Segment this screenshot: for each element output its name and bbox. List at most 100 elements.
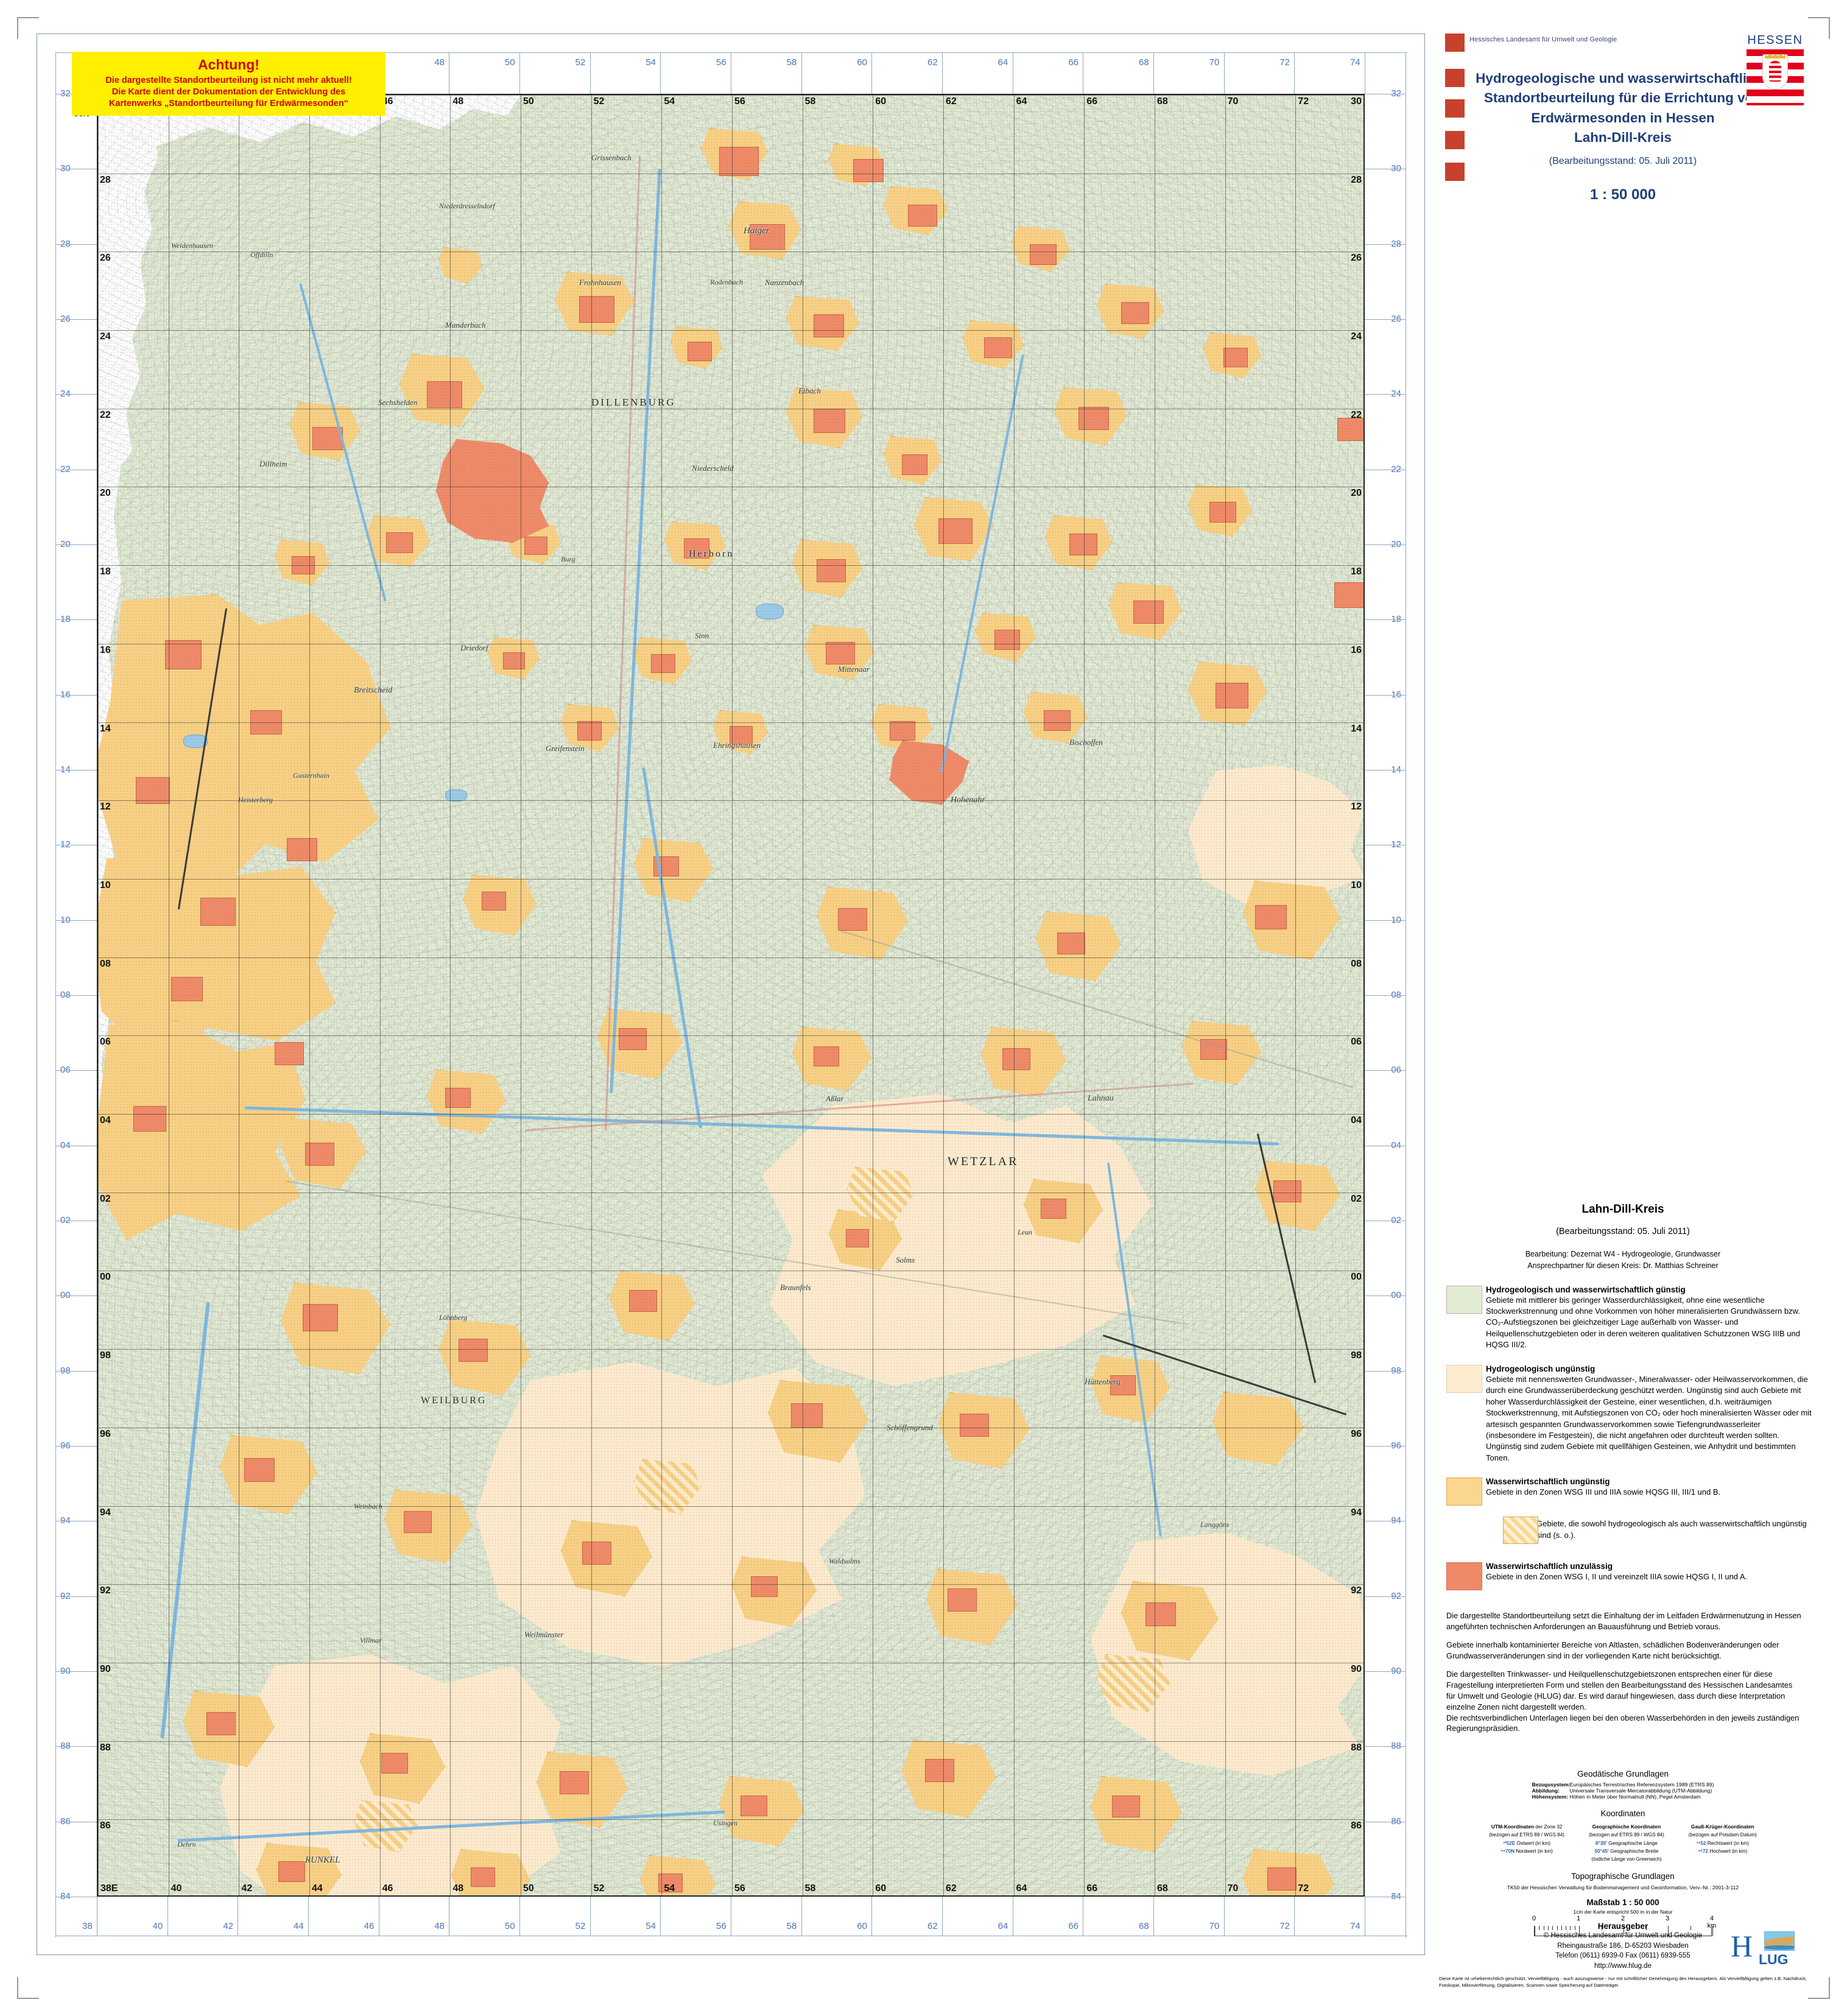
gk-x-tickmark: [519, 1895, 520, 1936]
zone-polygon-restricted[interactable]: [750, 224, 785, 250]
zone-polygon-restricted[interactable]: [427, 381, 462, 408]
utm-x-tick: 48: [452, 1883, 464, 1894]
zone-polygon-restricted[interactable]: [619, 1028, 647, 1050]
zone-polygon-restricted[interactable]: [651, 654, 675, 673]
map-canvas[interactable]: Haiger Grissenbach Niederdresselndorf Weide…: [97, 94, 1365, 1897]
zone-polygon-restricted[interactable]: [1030, 244, 1057, 265]
zone-polygon-restricted[interactable]: [1273, 1180, 1301, 1202]
zone-polygon-restricted[interactable]: [902, 454, 927, 475]
zone-polygon-restricted[interactable]: [814, 1046, 839, 1066]
zone-polygon-restricted[interactable]: [312, 427, 343, 450]
utm-y-tick: 16: [1351, 644, 1362, 655]
zone-polygon-restricted[interactable]: [560, 1771, 589, 1794]
zone-polygon-restricted[interactable]: [1078, 407, 1109, 430]
zone-polygon-restricted[interactable]: [925, 1759, 954, 1782]
zone-polygon-restricted[interactable]: [278, 1861, 305, 1882]
zone-polygon-restricted[interactable]: [908, 205, 937, 227]
zone-polygon-restricted[interactable]: [994, 630, 1020, 650]
zone-polygon-restricted[interactable]: [287, 838, 317, 861]
zone-polygon-restricted[interactable]: [658, 1873, 683, 1892]
zone-polygon-restricted[interactable]: [853, 159, 884, 182]
zone-polygon-restricted[interactable]: [846, 1229, 869, 1247]
zone-polygon-restricted[interactable]: [292, 556, 315, 574]
legend-item-both[interactable]: Gebiete, die sowohl hydrogeologisch als …: [1434, 1516, 1812, 1545]
zone-polygon-restricted[interactable]: [404, 1511, 432, 1533]
zone-polygon-restricted[interactable]: [1112, 1796, 1140, 1817]
zone-polygon-restricted[interactable]: [1255, 905, 1287, 929]
legend-item-hydro-unguenstig[interactable]: Hydrogeologisch ungünstig Gebiete mit ne…: [1434, 1364, 1812, 1464]
zone-polygon-restricted[interactable]: [1209, 502, 1236, 523]
zone-polygon-restricted[interactable]: [751, 1576, 778, 1597]
zone-polygon-restricted[interactable]: [503, 652, 525, 669]
zone-polygon-restricted[interactable]: [165, 640, 202, 669]
utm-x-tick: 62: [946, 96, 957, 107]
zone-polygon-restricted[interactable]: [960, 1414, 989, 1437]
zone-polygon-restricted[interactable]: [1121, 302, 1149, 324]
legend-item-guenstig[interactable]: Hydrogeologisch und wasserwirtschaftlich…: [1434, 1285, 1812, 1351]
zone-polygon-restricted[interactable]: [244, 1458, 275, 1482]
zone-polygon-restricted[interactable]: [938, 518, 973, 544]
zone-polygon-restricted[interactable]: [1057, 932, 1085, 954]
zone-polygon-restricted[interactable]: [1069, 534, 1097, 555]
zone-polygon-restricted[interactable]: [1110, 1375, 1136, 1395]
publisher-url[interactable]: http://www.hlug.de: [1594, 1962, 1652, 1970]
zone-polygon-restricted[interactable]: [1145, 1602, 1176, 1626]
zone-polygon-restricted[interactable]: [471, 1867, 495, 1887]
zone-polygon-restricted[interactable]: [171, 977, 203, 1001]
zone-polygon-restricted[interactable]: [200, 898, 236, 926]
zone-polygon-restricted[interactable]: [629, 1290, 657, 1312]
zone-polygon-restricted[interactable]: [482, 892, 506, 911]
zone-polygon-restricted[interactable]: [1133, 601, 1164, 624]
zone-polygon-restricted[interactable]: [814, 314, 844, 337]
zone-polygon-restricted[interactable]: [948, 1588, 977, 1612]
zone-polygon-restricted[interactable]: [579, 296, 614, 323]
scalebar-title: Maßstab 1 : 50 000: [1586, 1898, 1659, 1908]
utm-y-tick: 10: [1351, 879, 1362, 890]
zone-polygon-restricted[interactable]: [719, 147, 759, 176]
zone-polygon-restricted[interactable]: [1216, 683, 1248, 708]
zone-polygon-restricted[interactable]: [1337, 418, 1363, 441]
zone-polygon-restricted[interactable]: [984, 337, 1012, 358]
map-panel[interactable]: 3838404042424444464648485050525254545656…: [37, 33, 1425, 1955]
zone-polygon-hydro-ne[interactable]: [1188, 765, 1363, 905]
zone-polygon-restricted[interactable]: [524, 537, 547, 555]
zone-polygon-restricted[interactable]: [791, 1403, 823, 1428]
gk-y-tickmark: [55, 1596, 97, 1597]
zone-polygon-restricted[interactable]: [741, 1796, 767, 1816]
zone-polygon-restricted[interactable]: [459, 1339, 488, 1362]
legend-item-unzulaessig[interactable]: Wasserwirtschaftlich unzulässig Gebiete …: [1434, 1562, 1812, 1591]
zone-polygon-restricted[interactable]: [136, 777, 170, 804]
zone-polygon-restricted[interactable]: [1002, 1048, 1030, 1070]
gk-y-tick: 22: [60, 463, 71, 474]
zone-polygon-restricted[interactable]: [1044, 710, 1071, 731]
zone-polygon-restricted[interactable]: [577, 721, 602, 741]
zone-polygon-restricted[interactable]: [826, 642, 855, 664]
zone-polygon-restricted[interactable]: [305, 1143, 334, 1166]
utm-y-tick: 12: [1351, 802, 1362, 812]
zone-polygon-restricted[interactable]: [1223, 348, 1248, 367]
zone-polygon-restricted[interactable]: [838, 908, 867, 931]
zone-polygon-restricted[interactable]: [890, 721, 915, 741]
legend-item-wasser-unguenstig[interactable]: Wasserwirtschaftlich ungünstig Gebiete i…: [1434, 1477, 1812, 1506]
coord-head-utm: UTM-Koordinaten: [1491, 1824, 1535, 1830]
zone-polygon-restricted[interactable]: [436, 439, 549, 543]
zone-polygon-restricted[interactable]: [386, 532, 413, 553]
zone-polygon-restricted[interactable]: [133, 1106, 166, 1132]
place-label: Gusternhain: [293, 771, 329, 780]
zone-polygon-restricted[interactable]: [1334, 582, 1363, 608]
zone-polygon-restricted[interactable]: [582, 1542, 611, 1565]
zone-polygon-restricted[interactable]: [730, 726, 753, 744]
zone-polygon-restricted[interactable]: [1041, 1199, 1066, 1219]
gk-y-tick: 26: [1391, 314, 1401, 324]
zone-polygon-restricted[interactable]: [684, 538, 709, 559]
zone-polygon-large-sw[interactable]: [98, 1021, 305, 1240]
zone-polygon-restricted[interactable]: [275, 1042, 304, 1065]
zone-polygon-restricted[interactable]: [1267, 1867, 1296, 1891]
zone-polygon-restricted[interactable]: [381, 1753, 408, 1774]
gk-x-tick: 72: [1279, 1921, 1290, 1931]
zone-polygon-restricted[interactable]: [445, 1088, 471, 1108]
zone-polygon-restricted[interactable]: [817, 559, 846, 582]
zone-polygon-restricted[interactable]: [206, 1712, 236, 1735]
zone-polygon-restricted[interactable]: [688, 342, 712, 361]
zone-polygon-restricted[interactable]: [303, 1304, 338, 1331]
